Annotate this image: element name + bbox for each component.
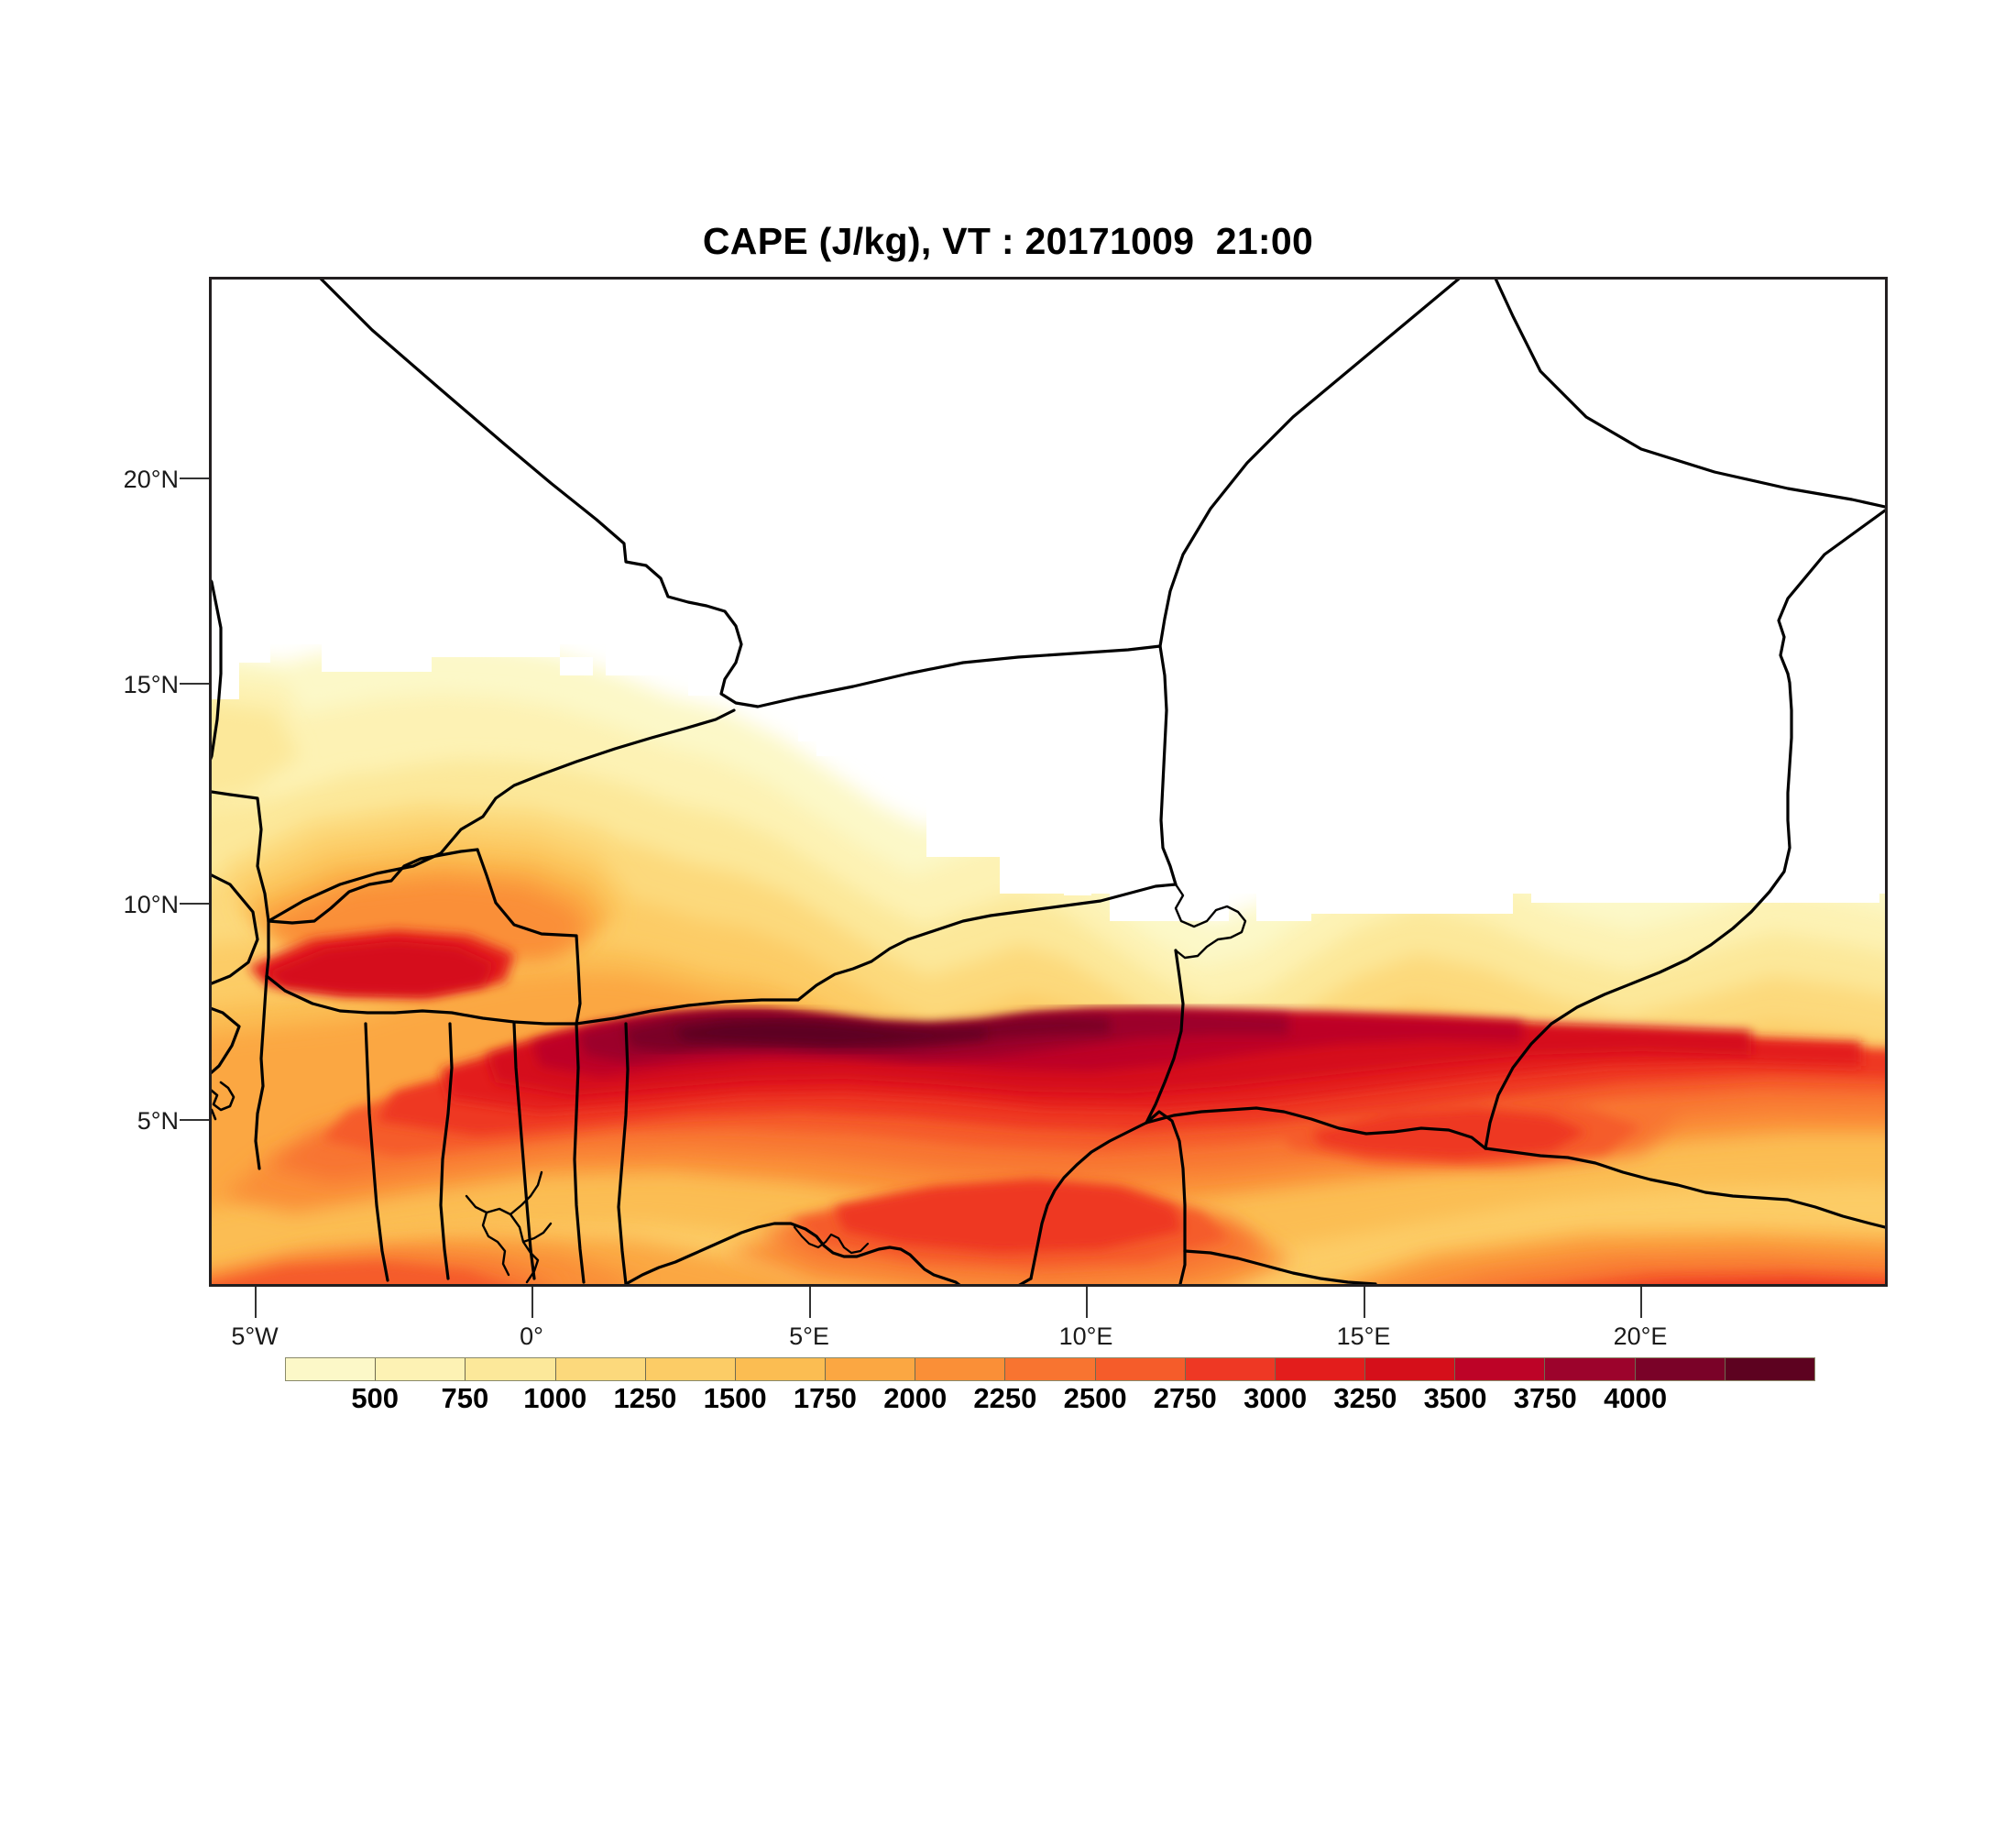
lat-tick-label-10n: 10°N xyxy=(123,891,179,918)
colorbar-swatch-13 xyxy=(1455,1358,1546,1380)
colorbar-tick-2500: 2500 xyxy=(1063,1382,1127,1414)
lat-tick-label-15n: 15°N xyxy=(123,671,179,698)
colorbar-tick-2250: 2250 xyxy=(973,1382,1037,1414)
country-borders xyxy=(212,280,1885,1284)
colorbar-swatch-10 xyxy=(1185,1358,1276,1380)
colorbar-tick-1500: 1500 xyxy=(703,1382,767,1414)
cape-contour-fill xyxy=(212,280,1885,1284)
page-title: CAPE (J/kg), VT : 20171009 21:00 xyxy=(702,220,1314,262)
colorbar[interactable] xyxy=(285,1357,1815,1381)
lon-tick-label-10e: 10°E xyxy=(1058,1323,1113,1350)
colorbar-tick-2750: 2750 xyxy=(1153,1382,1217,1414)
colorbar-tick-3500: 3500 xyxy=(1423,1382,1487,1414)
colorbar-tick-1750: 1750 xyxy=(793,1382,857,1414)
lat-tick-mark-15n xyxy=(180,683,211,685)
lon-tick-mark-5w xyxy=(255,1287,257,1318)
colorbar-swatch-3 xyxy=(555,1358,646,1380)
colorbar-tick-3250: 3250 xyxy=(1333,1382,1397,1414)
lat-tick-mark-5n xyxy=(180,1119,211,1121)
colorbar-swatch-14 xyxy=(1545,1358,1636,1380)
lon-tick-label-0: 0° xyxy=(520,1323,543,1350)
colorbar-swatch-16 xyxy=(1725,1358,1814,1380)
lat-tick-label-20n: 20°N xyxy=(123,466,179,493)
colorbar-swatch-11 xyxy=(1275,1358,1366,1380)
colorbar-tick-2000: 2000 xyxy=(883,1382,948,1414)
colorbar-tick-1250: 1250 xyxy=(613,1382,677,1414)
colorbar-tick-1000: 1000 xyxy=(523,1382,587,1414)
lon-tick-label-20e: 20°E xyxy=(1613,1323,1668,1350)
lon-tick-label-5e: 5°E xyxy=(789,1323,829,1350)
lat-tick-label-5n: 5°N xyxy=(137,1107,179,1135)
lon-tick-mark-10e xyxy=(1086,1287,1088,1318)
colorbar-tick-3750: 3750 xyxy=(1513,1382,1577,1414)
map-plot-area[interactable] xyxy=(209,277,1888,1287)
colorbar-swatch-1 xyxy=(376,1358,466,1380)
sahara-nodata-mask xyxy=(212,280,1885,921)
lat-tick-mark-20n xyxy=(180,477,211,479)
lon-tick-mark-0 xyxy=(531,1287,533,1318)
colorbar-swatch-7 xyxy=(915,1358,1006,1380)
colorbar-tick-3000: 3000 xyxy=(1244,1382,1308,1414)
lon-tick-label-5w: 5°W xyxy=(231,1323,279,1350)
colorbar-swatch-0 xyxy=(286,1358,377,1380)
lon-tick-mark-20e xyxy=(1640,1287,1642,1318)
colorbar-swatch-8 xyxy=(1005,1358,1096,1380)
colorbar-swatch-5 xyxy=(735,1358,827,1380)
colorbar-swatch-2 xyxy=(466,1358,556,1380)
colorbar-swatch-9 xyxy=(1095,1358,1186,1380)
lon-tick-mark-5e xyxy=(809,1287,811,1318)
lon-tick-mark-15e xyxy=(1364,1287,1365,1318)
lat-tick-mark-10n xyxy=(180,903,211,905)
colorbar-swatch-15 xyxy=(1635,1358,1726,1380)
cape-field-svg xyxy=(212,280,1885,1284)
colorbar-swatch-6 xyxy=(826,1358,916,1380)
colorbar-tick-500: 500 xyxy=(351,1382,400,1414)
colorbar-swatch-12 xyxy=(1365,1358,1456,1380)
colorbar-tick-4000: 4000 xyxy=(1604,1382,1668,1414)
lon-tick-label-15e: 15°E xyxy=(1336,1323,1391,1350)
colorbar-swatch-4 xyxy=(645,1358,736,1380)
colorbar-tick-labels: 500 750 1000 1250 1500 1750 2000 2250 25… xyxy=(285,1382,1815,1419)
colorbar-tick-750: 750 xyxy=(441,1382,489,1414)
